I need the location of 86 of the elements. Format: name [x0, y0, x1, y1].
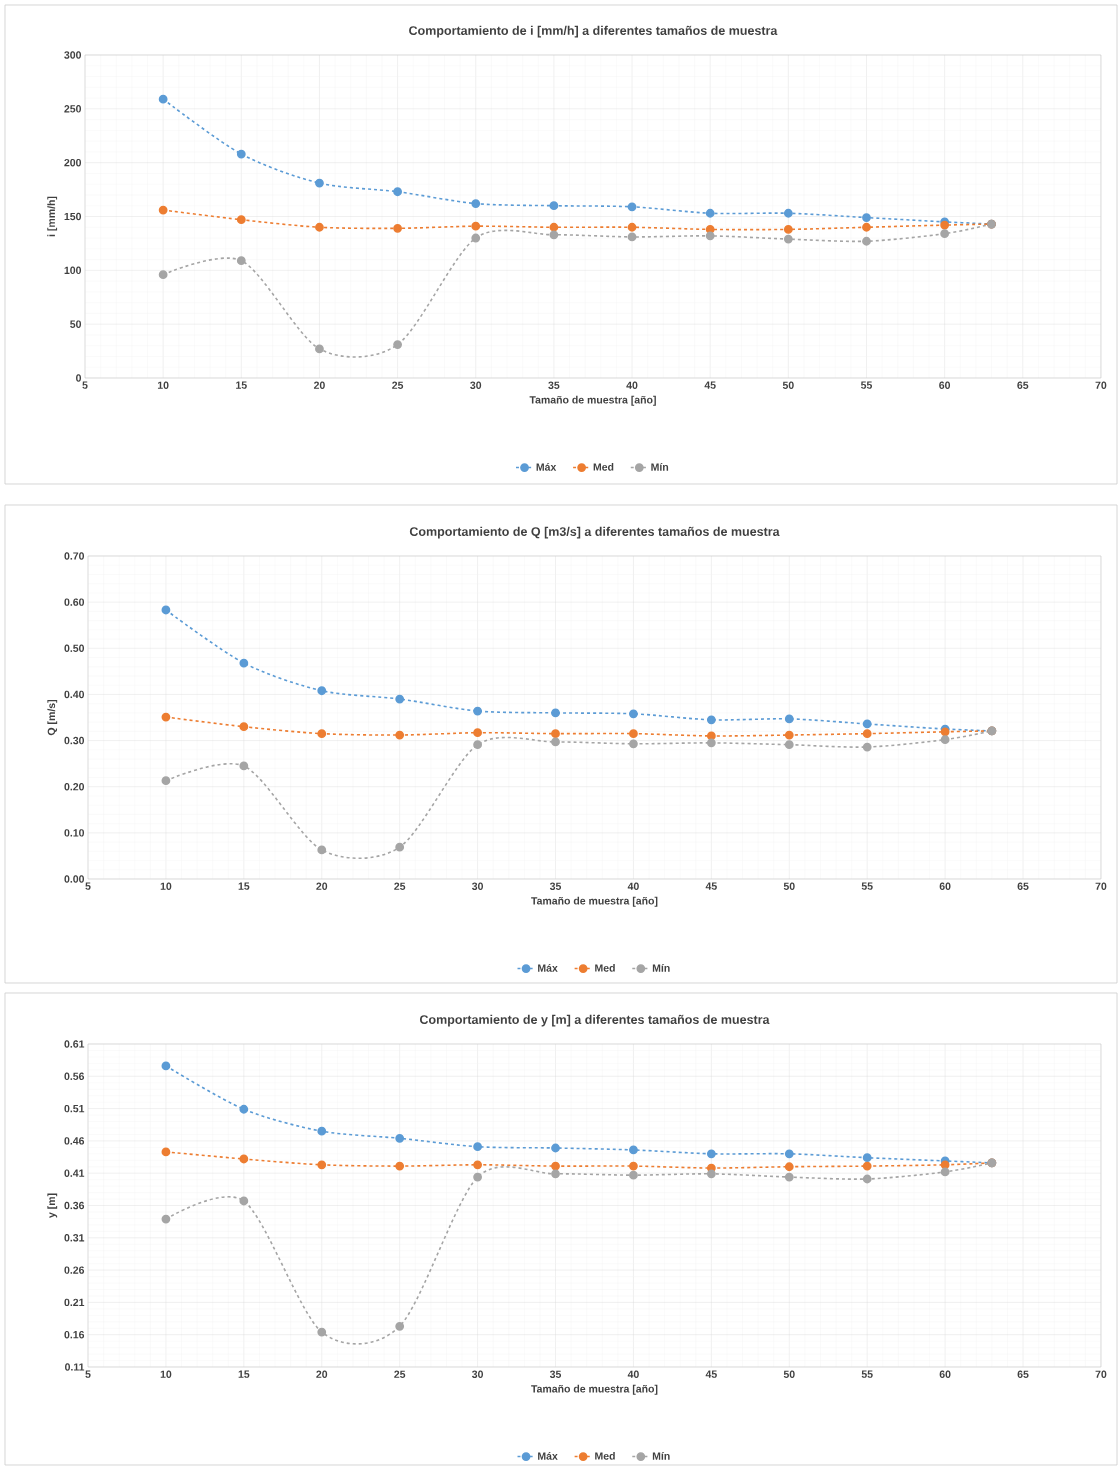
y-tick-label: 0.36 [64, 1201, 85, 1210]
x-tick-label: 15 [236, 381, 247, 389]
x-tick-label: 10 [160, 882, 172, 890]
chart-title: Comportamiento de i [mm/h] a diferentes tamaños de muestra [409, 25, 778, 38]
y-axis-title: Q [m/s] [47, 700, 58, 736]
x-tick-label: 45 [704, 381, 716, 389]
x-tick-label: 10 [157, 381, 169, 389]
legend-label: Mín [652, 1451, 670, 1460]
y-tick-label: 0.16 [64, 1330, 85, 1339]
y-tick-label: 0.60 [64, 598, 85, 606]
x-tick-label: 35 [549, 1370, 562, 1378]
x-tick-label: 70 [1095, 1370, 1107, 1378]
y-axis-title: i [mm/h] [47, 196, 58, 237]
y-tick-label: 0.30 [64, 736, 85, 745]
legend-label: Máx [538, 963, 558, 972]
x-tick-label: 45 [705, 1370, 717, 1378]
chart-title: Comportamiento de Q [m3/s] a diferentes tamaños de muestra [409, 526, 780, 539]
x-tick-label: 15 [238, 1370, 250, 1378]
y-tick-label: 0.20 [64, 783, 85, 791]
x-tick-label: 30 [470, 381, 482, 389]
x-tick-label: 50 [783, 882, 795, 890]
y-tick-label: 0.00 [64, 875, 85, 883]
y-tick-label: 300 [64, 51, 82, 59]
y-tick-label: 0.10 [64, 829, 85, 837]
y-tick-label: 0.11 [65, 1363, 85, 1371]
legend-label: Med [595, 963, 615, 972]
y-tick-label: 0.40 [64, 690, 85, 699]
x-tick-label: 20 [313, 381, 325, 389]
y-tick-label: 0.46 [64, 1137, 85, 1145]
x-tick-label: 15 [238, 882, 250, 890]
y-tick-label: 0.70 [64, 552, 85, 560]
x-tick-label: 65 [1017, 882, 1029, 890]
x-tick-label: 70 [1095, 882, 1107, 890]
x-tick-label: 25 [392, 381, 404, 389]
y-tick-label: 100 [64, 266, 82, 275]
x-tick-label: 25 [394, 882, 406, 890]
legend-label: Mín [651, 462, 669, 471]
y-tick-label: 0.56 [64, 1072, 85, 1081]
x-tick-label: 60 [939, 1370, 951, 1378]
x-axis-title: Tamaño de muestra [año] [531, 1384, 658, 1395]
x-tick-label: 60 [939, 381, 951, 389]
legend-label: Mín [652, 963, 670, 972]
x-tick-label: 55 [860, 381, 873, 389]
y-tick-label: 0.21 [64, 1298, 85, 1307]
x-tick-label: 10 [160, 1370, 172, 1378]
x-tick-label: 40 [626, 381, 638, 389]
x-axis-title: Tamaño de muestra [año] [529, 395, 656, 406]
x-tick-label: 5 [85, 1370, 91, 1378]
x-tick-label: 65 [1017, 381, 1029, 389]
x-tick-label: 70 [1095, 381, 1107, 389]
x-tick-label: 50 [783, 1370, 795, 1378]
y-tick-label: 50 [70, 320, 82, 328]
y-tick-label: 0 [76, 374, 82, 382]
legend-label: Med [593, 462, 614, 471]
y-tick-label: 0.41 [64, 1169, 85, 1177]
x-tick-label: 35 [549, 882, 562, 890]
y-tick-label: 0.61 [64, 1040, 85, 1048]
y-tick-label: 150 [64, 212, 82, 221]
y-tick-label: 250 [64, 105, 82, 113]
x-tick-label: 45 [705, 882, 717, 890]
legend-label: Med [595, 1452, 615, 1460]
y-tick-label: 0.26 [64, 1266, 85, 1274]
x-tick-label: 55 [861, 882, 873, 890]
x-tick-label: 5 [82, 381, 88, 389]
x-tick-label: 60 [939, 882, 951, 890]
chart-title: Comportamiento de y [m] a diferentes tamaños de muestra [419, 1014, 770, 1027]
x-tick-label: 50 [782, 381, 794, 389]
y-tick-label: 0.31 [64, 1234, 85, 1242]
y-tick-label: 0.51 [64, 1104, 85, 1113]
x-tick-label: 65 [1017, 1370, 1029, 1378]
x-tick-label: 40 [627, 1370, 639, 1378]
x-tick-label: 30 [471, 882, 484, 890]
x-tick-label: 30 [471, 1370, 484, 1378]
x-tick-label: 35 [548, 381, 560, 389]
x-axis-title: Tamaño de muestra [año] [531, 896, 658, 907]
x-tick-label: 40 [627, 882, 639, 890]
x-tick-label: 20 [316, 1370, 328, 1378]
y-tick-label: 0.50 [64, 644, 85, 652]
y-tick-label: 200 [64, 158, 82, 167]
x-tick-label: 20 [316, 882, 328, 890]
x-tick-label: 25 [394, 1370, 406, 1378]
y-axis-title: y [m] [47, 1193, 58, 1218]
legend-label: Máx [536, 462, 557, 471]
legend-label: Máx [538, 1451, 558, 1460]
x-tick-label: 55 [861, 1370, 873, 1378]
x-tick-label: 5 [85, 882, 91, 890]
